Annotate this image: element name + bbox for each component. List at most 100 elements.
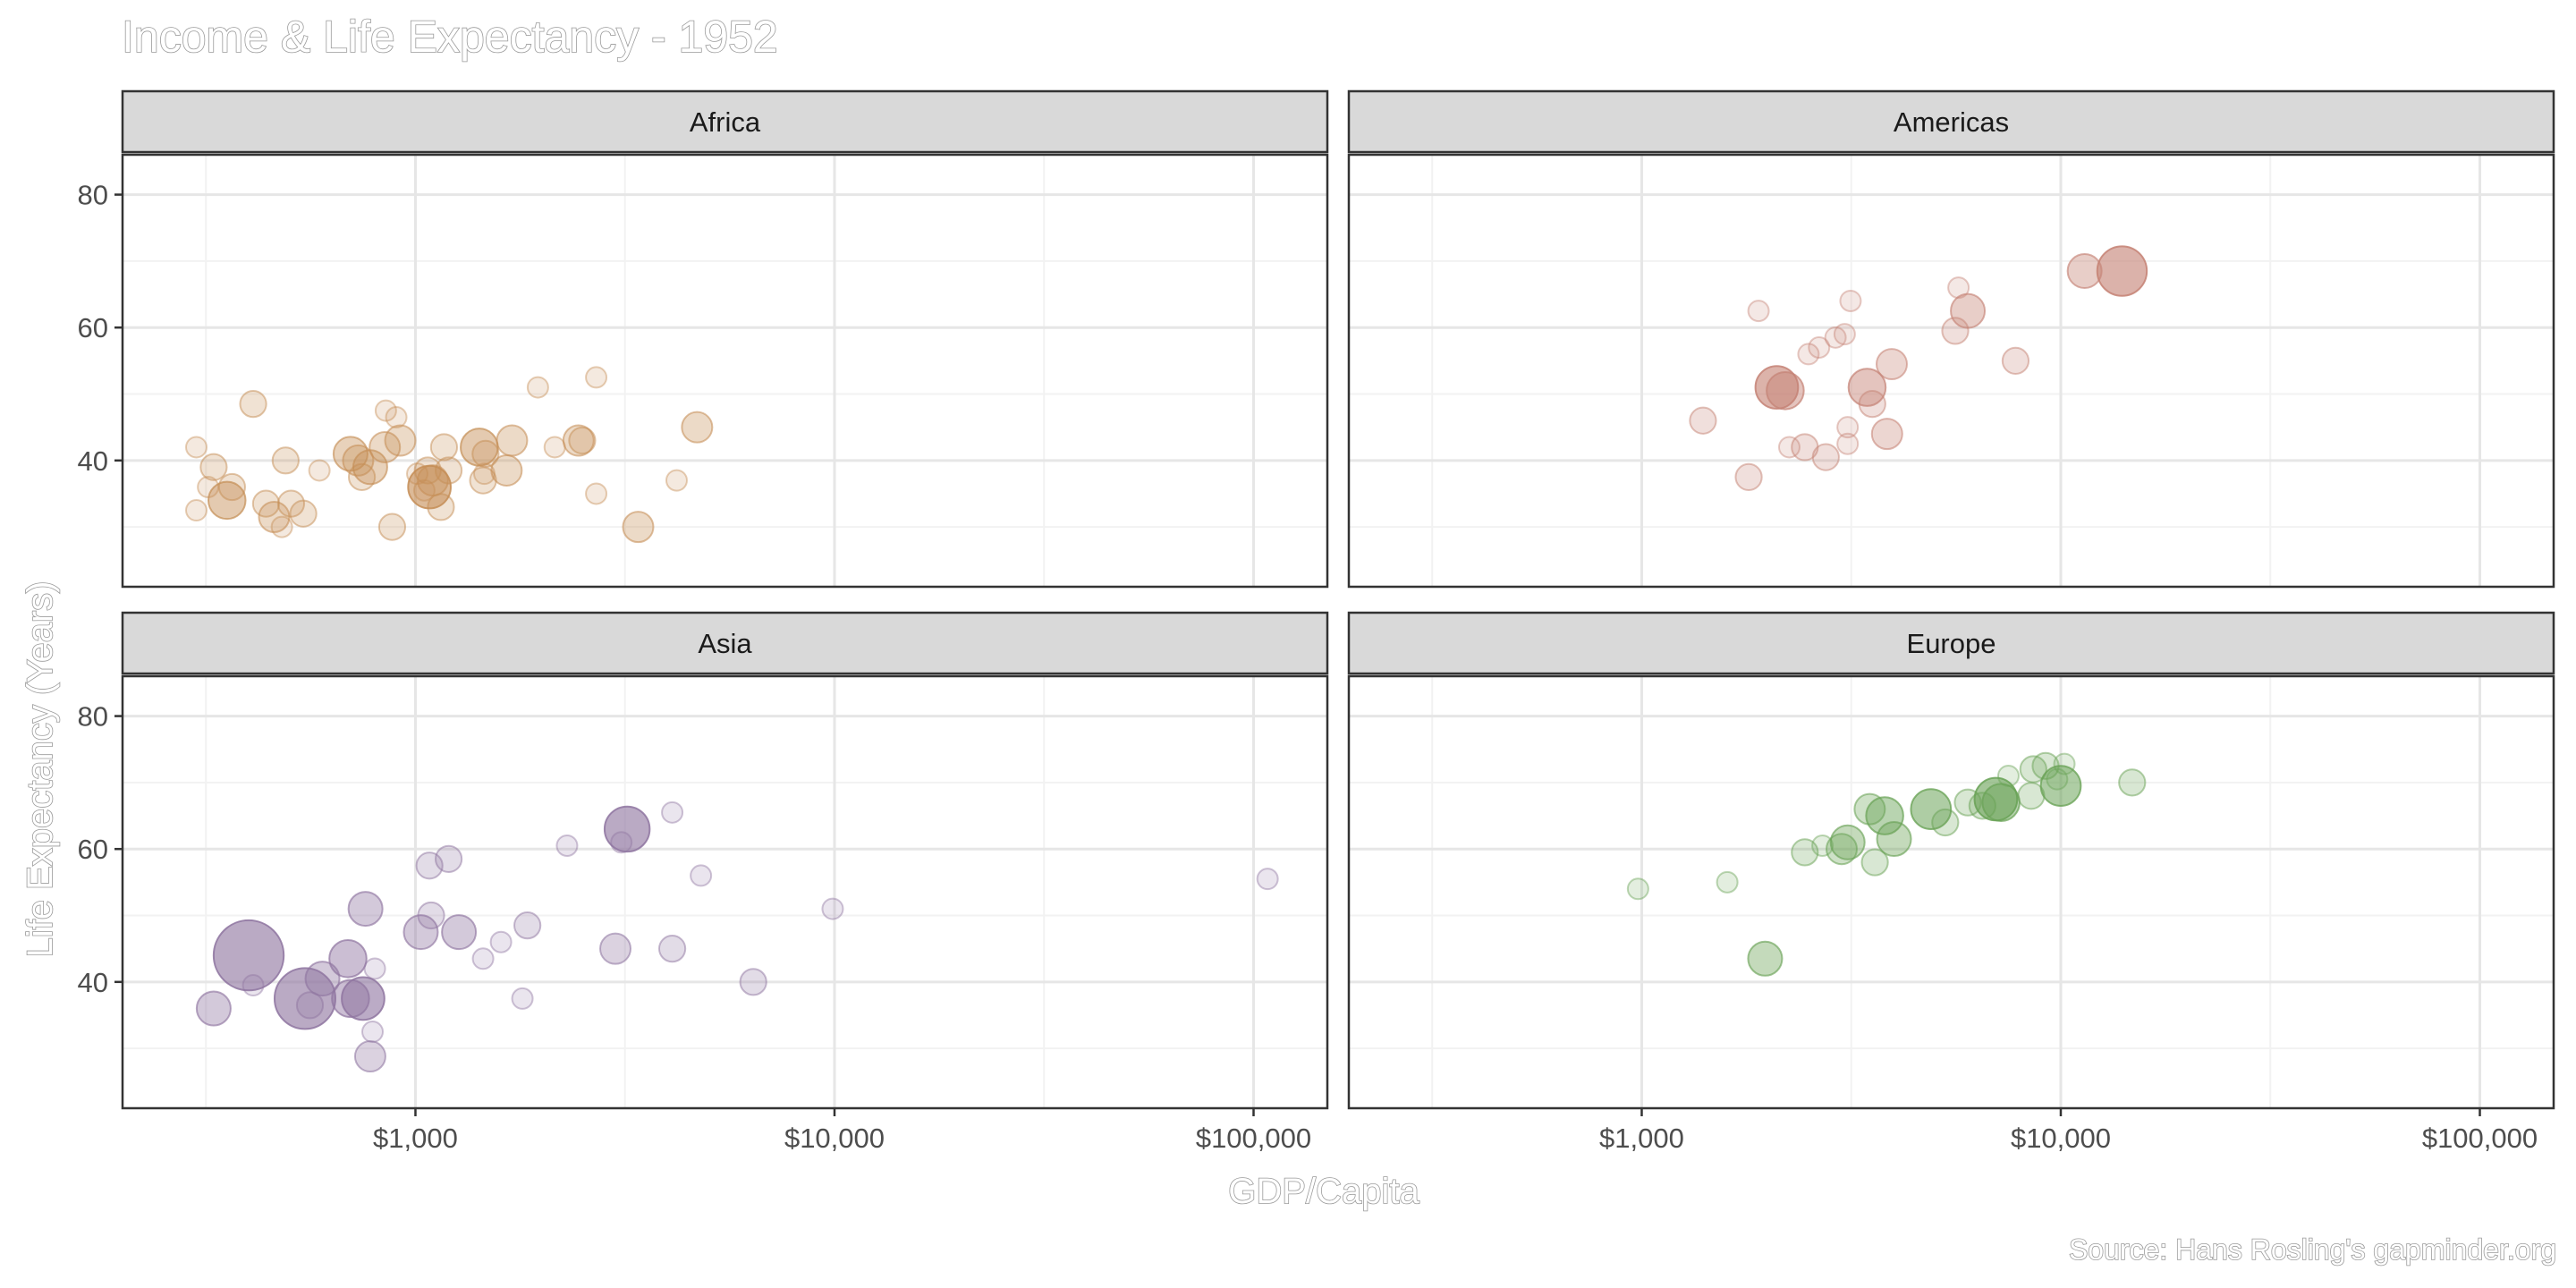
data-point — [1860, 848, 1889, 877]
data-point — [661, 801, 684, 824]
data-point — [199, 453, 228, 481]
y-tick-label: 80 — [78, 180, 108, 211]
x-tick-label: $10,000 — [784, 1123, 885, 1154]
data-point — [2118, 768, 2147, 797]
facet-panel-americas: Americas — [1347, 89, 2555, 589]
y-tick-label: 60 — [78, 834, 108, 865]
facet-strip — [1347, 611, 2555, 675]
data-point — [1968, 792, 1996, 820]
data-point — [271, 446, 300, 475]
data-point — [471, 947, 495, 970]
data-point — [1811, 834, 1835, 857]
data-point — [513, 911, 542, 940]
data-point — [681, 411, 714, 444]
data-point — [610, 831, 633, 854]
panel-border — [1347, 674, 2555, 1110]
data-point — [242, 974, 265, 997]
facet-panel-africa: Africa 40 60 80 — [78, 89, 1329, 589]
data-point — [585, 366, 608, 389]
data-point — [1626, 877, 1649, 901]
panel-background — [1349, 676, 2554, 1108]
panel-border — [121, 674, 1329, 1110]
data-point — [1747, 300, 1770, 323]
data-point — [1766, 371, 1805, 411]
data-point — [599, 932, 632, 965]
data-point — [185, 436, 208, 459]
y-tick-label: 40 — [78, 445, 108, 477]
data-point — [384, 424, 417, 457]
x-tick-label: $10,000 — [2011, 1123, 2111, 1154]
data-point — [1858, 390, 1886, 419]
data-point — [328, 939, 368, 979]
data-point — [331, 979, 370, 1019]
data-point — [496, 424, 529, 457]
data-point — [543, 436, 566, 459]
x-tick-label: $100,000 — [2422, 1123, 2538, 1154]
data-point — [1875, 348, 1908, 381]
data-point — [1853, 792, 1886, 826]
data-point — [270, 515, 293, 538]
facet-strip — [121, 89, 1329, 154]
data-point — [511, 987, 534, 1010]
facet-panel-europe: Europe $1,000 $10,000 $100,000 — [1347, 611, 2555, 1154]
x-tick-label: $100,000 — [1196, 1123, 1311, 1154]
data-point — [622, 511, 655, 544]
data-point — [361, 1021, 385, 1044]
data-point — [472, 462, 496, 486]
data-point — [665, 469, 688, 492]
data-point — [1716, 870, 1739, 894]
x-axis-title: GDP/Capita — [1228, 1172, 1419, 1211]
data-point — [568, 426, 597, 455]
facet-strip-label: Europe — [1907, 628, 1996, 659]
data-point — [1941, 317, 1970, 345]
data-point — [308, 459, 331, 482]
data-point — [555, 834, 579, 857]
data-point — [385, 406, 408, 429]
data-point — [2017, 782, 2046, 810]
data-point — [821, 897, 844, 920]
data-point — [434, 844, 463, 873]
data-point — [1996, 764, 2020, 787]
data-point — [377, 513, 407, 541]
facet-panels: Africa 40 60 80 Americas Asia 40 60 80 $1,000 $10,… — [78, 89, 2555, 1154]
panel-background — [1349, 155, 2554, 587]
data-point — [1870, 418, 1903, 451]
data-point — [195, 990, 232, 1027]
facet-panel-asia: Asia 40 60 80 $1,000 $10,000 $100,000 — [78, 611, 1329, 1154]
data-point — [429, 433, 459, 462]
data-point — [417, 901, 445, 930]
x-tick-label: $1,000 — [1599, 1123, 1684, 1154]
data-point — [197, 476, 220, 499]
facet-strip-label: Americas — [1894, 106, 2009, 138]
data-point — [1734, 462, 1763, 491]
y-tick-label: 40 — [78, 967, 108, 998]
data-point — [239, 390, 267, 419]
data-point — [217, 472, 247, 502]
data-point — [347, 891, 384, 928]
data-point — [295, 991, 325, 1020]
data-point — [1947, 276, 1970, 300]
data-point — [1777, 436, 1801, 459]
data-point — [1747, 940, 1784, 977]
panel-background — [123, 676, 1327, 1108]
data-point — [1836, 432, 1860, 455]
y-axis-title: Life Expectancy (Years) — [21, 581, 60, 958]
data-point — [1256, 868, 1279, 891]
data-point — [1839, 289, 1862, 312]
data-point — [347, 462, 377, 491]
data-point — [2053, 752, 2076, 775]
data-point — [1811, 443, 1840, 471]
y-tick-label: 60 — [78, 312, 108, 343]
data-point — [1689, 406, 1717, 435]
data-point — [526, 376, 549, 399]
y-tick-label: 80 — [78, 701, 108, 733]
facet-strip-label: Africa — [690, 106, 761, 138]
chart-title: Income & Life Expectancy - 1952 — [122, 12, 778, 62]
data-point — [585, 482, 608, 505]
x-tick-label: $1,000 — [373, 1123, 458, 1154]
data-point — [289, 499, 318, 528]
data-point — [441, 914, 478, 951]
data-point — [1931, 808, 1960, 837]
